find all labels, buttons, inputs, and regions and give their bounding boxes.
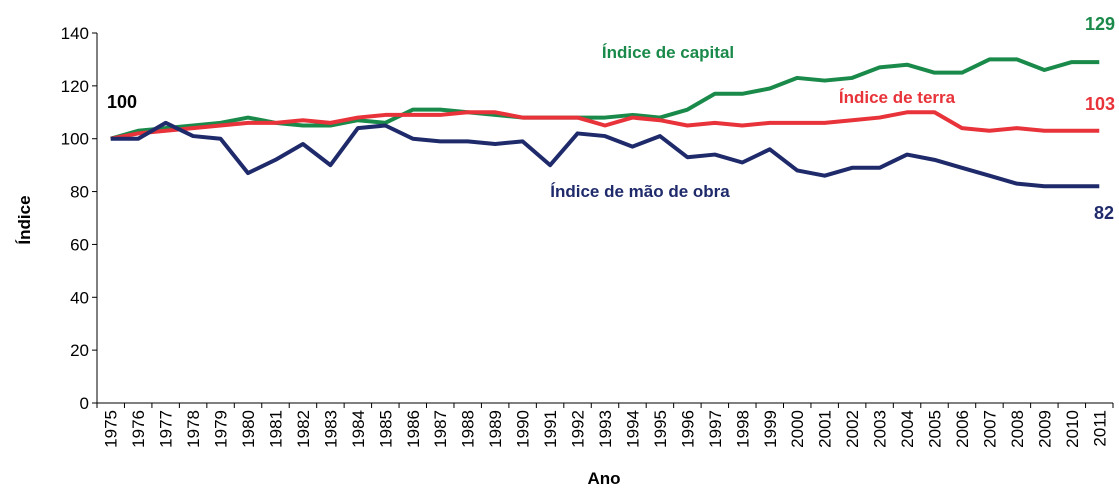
x-tick-label: 2000 — [788, 410, 807, 448]
x-tick-label: 1985 — [376, 410, 395, 448]
x-tick-label: 2003 — [871, 410, 890, 448]
x-tick-label: 1995 — [651, 410, 670, 448]
x-tick-label: 1981 — [266, 410, 285, 448]
x-tick-label: 1979 — [212, 410, 231, 448]
x-tick-label: 1983 — [321, 410, 340, 448]
x-tick-label: 1980 — [239, 410, 258, 448]
y-tick-label: 100 — [61, 130, 89, 149]
series-label: Índice de capital — [602, 43, 734, 62]
x-tick-label: 2009 — [1035, 410, 1054, 448]
x-tick-label: 1999 — [761, 410, 780, 448]
x-tick-label: 1998 — [733, 410, 752, 448]
y-tick-label: 80 — [70, 183, 89, 202]
line-series — [110, 120, 1100, 189]
x-tick-label: 1982 — [294, 410, 313, 448]
series-label: Índice de terra — [839, 88, 956, 107]
x-tick-label: 1991 — [541, 410, 560, 448]
y-tick-label: 20 — [70, 341, 89, 360]
x-tick-label: 2002 — [843, 410, 862, 448]
x-tick-label: 2004 — [898, 410, 917, 448]
x-tick-label: 1997 — [706, 410, 725, 448]
y-axis-title: Índice — [15, 195, 34, 244]
x-tick-label: 2005 — [926, 410, 945, 448]
x-tick-label: 1986 — [404, 410, 423, 448]
x-tick-label: 1978 — [184, 410, 203, 448]
x-tick-label: 1994 — [623, 410, 642, 448]
x-tick-label: 2010 — [1063, 410, 1082, 448]
x-tick-label: 1988 — [459, 410, 478, 448]
x-tick-label: 2011 — [1090, 410, 1109, 447]
y-tick-label: 60 — [70, 235, 89, 254]
x-tick-label: 1975 — [102, 410, 121, 448]
x-tick-label: 2007 — [980, 410, 999, 448]
x-tick-label: 1990 — [514, 410, 533, 448]
end-label: 129 — [1085, 14, 1115, 34]
end-label: 82 — [1094, 203, 1114, 223]
line-series — [110, 110, 1100, 141]
x-tick-label: 1989 — [486, 410, 505, 448]
x-tick-label: 1996 — [678, 410, 697, 448]
start-label: 100 — [107, 92, 137, 112]
y-tick-label: 140 — [61, 24, 89, 43]
y-tick-label: 120 — [61, 77, 89, 96]
x-tick-label: 2001 — [816, 410, 835, 448]
end-label: 103 — [1085, 94, 1115, 114]
x-tick-label: 1992 — [569, 410, 588, 448]
x-tick-label: 2006 — [953, 410, 972, 448]
x-tick-label: 1976 — [129, 410, 148, 448]
x-axis-title: Ano — [587, 469, 620, 488]
x-tick-label: 1993 — [596, 410, 615, 448]
x-tick-label: 2008 — [1008, 410, 1027, 448]
x-tick-label: 1987 — [431, 410, 450, 448]
x-tick-label: 1984 — [349, 410, 368, 448]
series-label: Índice de mão de obra — [550, 182, 730, 201]
x-tick-label: 1977 — [157, 410, 176, 448]
y-tick-label: 40 — [70, 288, 89, 307]
y-tick-label: 0 — [80, 394, 89, 413]
